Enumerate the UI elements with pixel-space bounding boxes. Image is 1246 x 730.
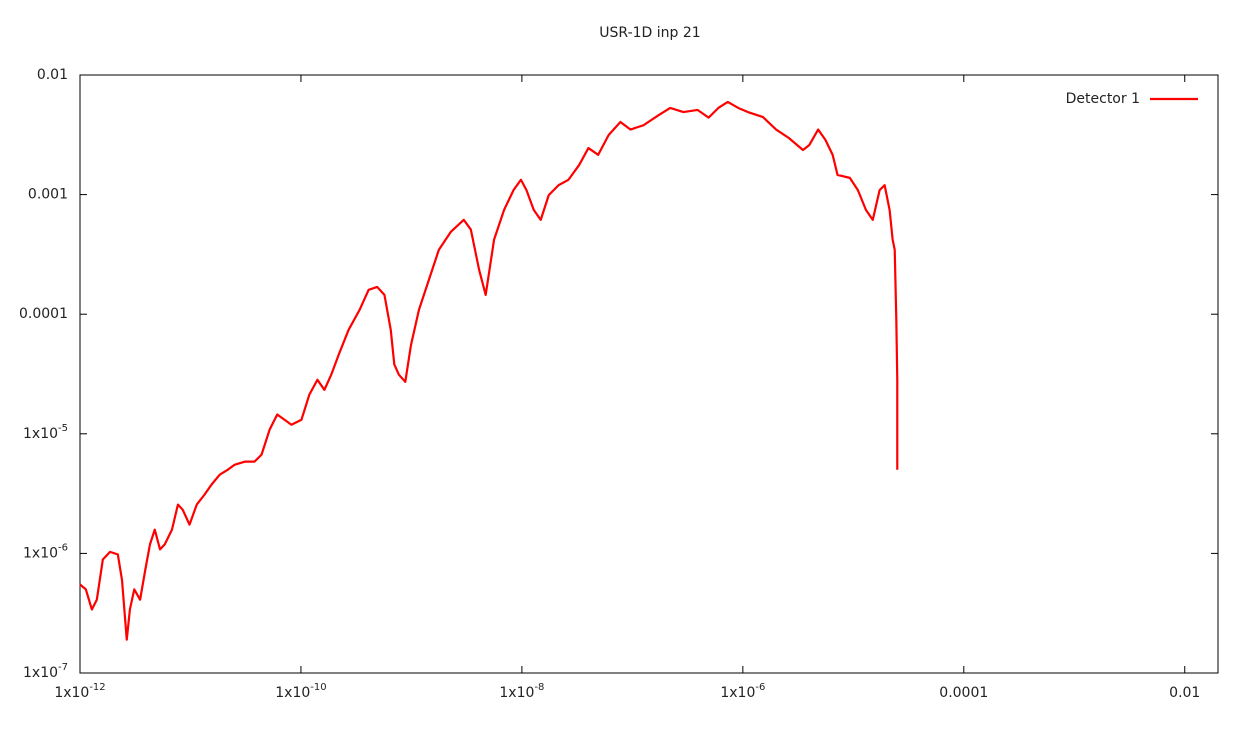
legend-label: Detector 1: [1066, 91, 1140, 107]
y-tick-label: 1x10-6: [23, 542, 68, 561]
x-tick-label: 0.01: [1169, 685, 1200, 701]
y-tick-label: 1x10-5: [23, 423, 68, 442]
y-tick-label: 0.0001: [19, 306, 68, 322]
y-tick-label: 1x10-7: [23, 662, 68, 681]
y-tick-label: 0.01: [37, 67, 68, 83]
x-tick-label: 0.0001: [939, 685, 988, 701]
x-tick-label: 1x10-6: [720, 682, 765, 701]
plot-frame: [79, 74, 1219, 674]
data-line: [79, 100, 899, 641]
x-tick-label: 1x10-12: [54, 682, 105, 701]
x-tick-label: 1x10-8: [499, 682, 544, 701]
y-tick-label: 0.001: [28, 187, 68, 203]
x-tick-label: 1x10-10: [275, 682, 326, 701]
chart-title: USR-1D inp 21: [599, 25, 700, 41]
